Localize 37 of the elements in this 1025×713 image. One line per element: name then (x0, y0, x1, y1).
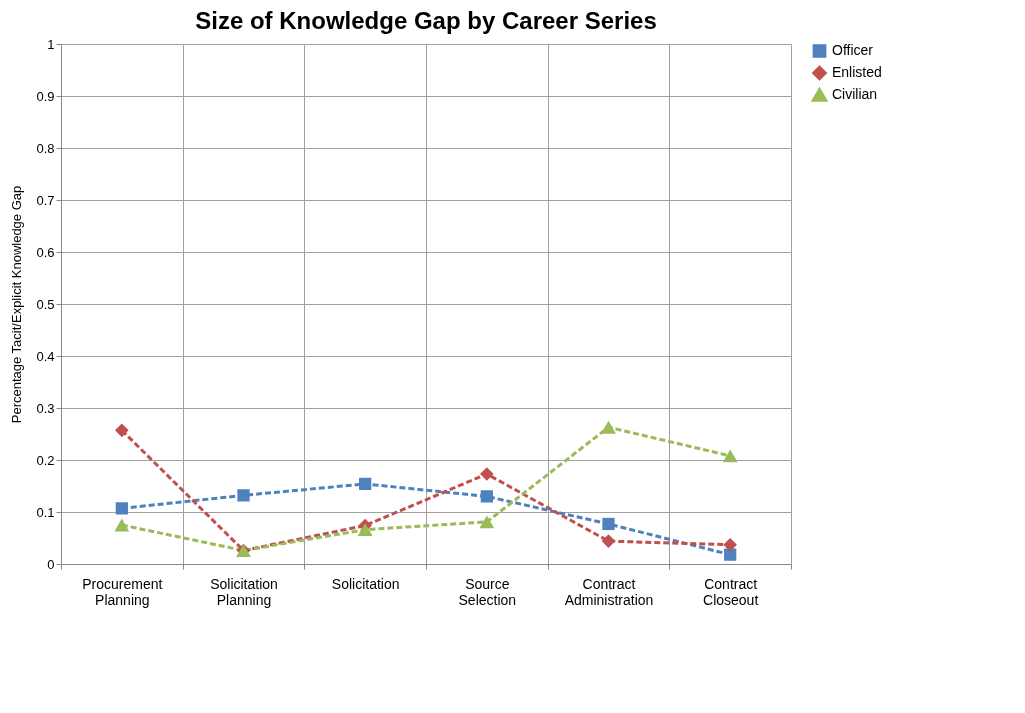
point (480, 490, 493, 503)
point (115, 502, 128, 515)
y-tick-label: 0.7 (36, 192, 55, 208)
y-tick-label: 0.8 (36, 140, 55, 156)
chart-title: Size of Knowledge Gap by Career Series (195, 7, 657, 34)
point (359, 477, 372, 491)
x-tick-label: Contract Closeout (703, 575, 759, 608)
point (237, 489, 250, 502)
point (602, 517, 615, 531)
y-tick-label: 0.4 (36, 348, 55, 364)
y-tick-label: 0.9 (36, 88, 55, 104)
point (723, 537, 737, 552)
point (722, 449, 738, 463)
y-axis-title: Percentage Tacit/Explicit Knowledge Gap (9, 185, 25, 424)
point (724, 548, 737, 561)
x-tick-label: Procurement Planning (82, 575, 163, 608)
y-tick-label: 0.2 (36, 452, 55, 468)
y-tick-label: 0.3 (36, 400, 55, 416)
y-tick-label: 0.6 (36, 244, 55, 260)
point (479, 515, 495, 529)
point (114, 518, 130, 532)
point (115, 423, 129, 438)
point (357, 523, 373, 537)
point (480, 467, 494, 481)
y-tick-label: 0.1 (36, 504, 55, 520)
y-tick-label: 0.5 (36, 296, 55, 312)
legend-label: Officer (832, 42, 874, 58)
legend-label: Enlisted (832, 64, 882, 80)
x-tick-label: Source Selection (458, 575, 517, 608)
y-tick-label: 1 (47, 36, 55, 52)
y-tick-label: 0 (47, 556, 55, 572)
point (601, 534, 616, 548)
x-tick-label: Solicitation Planning (210, 575, 278, 608)
point (601, 420, 616, 434)
x-tick-label: Solicitation (331, 575, 400, 592)
x-tick-label: Contract Administration (564, 575, 654, 608)
legend-label: Civilian (832, 85, 878, 102)
